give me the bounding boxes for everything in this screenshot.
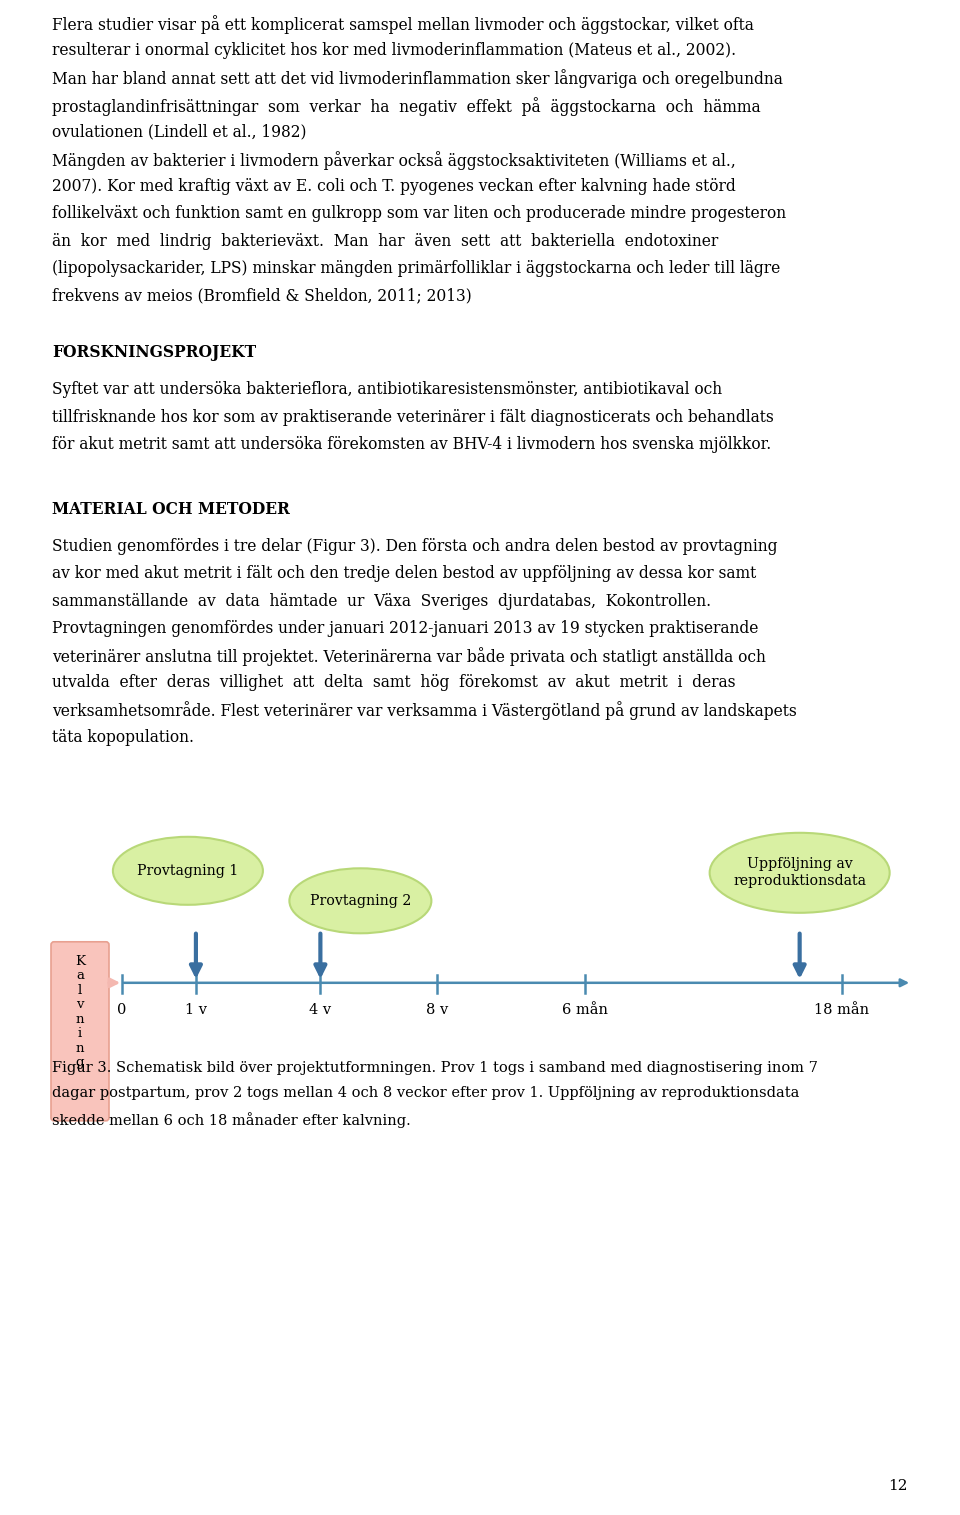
Text: Mängden av bakterier i livmodern påverkar också äggstocksaktiviteten (Williams e: Mängden av bakterier i livmodern påverka… [52, 152, 735, 170]
Text: 4 v: 4 v [309, 1003, 331, 1017]
Text: 12: 12 [889, 1479, 908, 1492]
Text: skedde mellan 6 och 18 månader efter kalvning.: skedde mellan 6 och 18 månader efter kal… [52, 1112, 411, 1127]
Text: verksamhetsområde. Flest veterinärer var verksamma i Västergötland på grund av l: verksamhetsområde. Flest veterinärer var… [52, 701, 797, 720]
Text: prostaglandinfrisättningar  som  verkar  ha  negativ  effekt  på  äggstockarna  : prostaglandinfrisättningar som verkar ha… [52, 97, 760, 115]
Text: 18 mån: 18 mån [814, 1003, 869, 1017]
Text: täta kopopulation.: täta kopopulation. [52, 729, 194, 745]
Ellipse shape [709, 833, 890, 914]
Text: Figur 3. Schematisk bild över projektutformningen. Prov 1 togs i samband med dia: Figur 3. Schematisk bild över projektutf… [52, 1060, 818, 1074]
Text: Studien genomfördes i tre delar (Figur 3). Den första och andra delen bestod av : Studien genomfördes i tre delar (Figur 3… [52, 538, 778, 554]
Text: Syftet var att undersöka bakterieflora, antibiotikaresistensmönster, antibiotika: Syftet var att undersöka bakterieflora, … [52, 382, 722, 398]
Text: Provtagning 1: Provtagning 1 [137, 864, 238, 877]
Text: 2007). Kor med kraftig växt av E. coli och T. pyogenes veckan efter kalvning had: 2007). Kor med kraftig växt av E. coli o… [52, 179, 735, 195]
Text: MATERIAL OCH METODER: MATERIAL OCH METODER [52, 501, 290, 518]
Text: 0: 0 [117, 1003, 127, 1017]
Text: sammanställande  av  data  hämtade  ur  Växa  Sveriges  djurdatabas,  Kokontroll: sammanställande av data hämtade ur Växa … [52, 592, 711, 609]
Text: K
a
l
v
n
i
n
g: K a l v n i n g [75, 954, 85, 1070]
Text: dagar postpartum, prov 2 togs mellan 4 och 8 veckor efter prov 1. Uppföljning av: dagar postpartum, prov 2 togs mellan 4 o… [52, 1086, 800, 1100]
Text: Uppföljning av
reproduktionsdata: Uppföljning av reproduktionsdata [733, 857, 866, 888]
Text: veterinärer anslutna till projektet. Veterinärerna var både privata och statligt: veterinärer anslutna till projektet. Vet… [52, 647, 766, 667]
Text: frekvens av meios (Bromfield & Sheldon, 2011; 2013): frekvens av meios (Bromfield & Sheldon, … [52, 286, 471, 305]
Text: 8 v: 8 v [426, 1003, 448, 1017]
Text: ovulationen (Lindell et al., 1982): ovulationen (Lindell et al., 1982) [52, 124, 306, 141]
Text: 6 mån: 6 mån [562, 1003, 608, 1017]
Text: för akut metrit samt att undersöka förekomsten av BHV-4 i livmodern hos svenska : för akut metrit samt att undersöka förek… [52, 436, 771, 453]
Text: resulterar i onormal cyklicitet hos kor med livmoderinflammation (Mateus et al.,: resulterar i onormal cyklicitet hos kor … [52, 42, 736, 59]
FancyBboxPatch shape [51, 942, 109, 1121]
Text: av kor med akut metrit i fält och den tredje delen bestod av uppföljning av dess: av kor med akut metrit i fält och den tr… [52, 565, 756, 582]
Text: tillfrisknande hos kor som av praktiserande veterinärer i fält diagnosticerats o: tillfrisknande hos kor som av praktisera… [52, 409, 774, 426]
Ellipse shape [113, 836, 263, 904]
Text: Man har bland annat sett att det vid livmoderinflammation sker långvariga och or: Man har bland annat sett att det vid liv… [52, 70, 782, 88]
Text: än  kor  med  lindrig  bakterieväxt.  Man  har  även  sett  att  bakteriella  en: än kor med lindrig bakterieväxt. Man har… [52, 233, 718, 250]
Text: Provtagning 2: Provtagning 2 [310, 894, 411, 907]
Text: Flera studier visar på ett komplicerat samspel mellan livmoder och äggstockar, v: Flera studier visar på ett komplicerat s… [52, 15, 754, 33]
Text: FORSKNINGSPROJEKT: FORSKNINGSPROJEKT [52, 344, 256, 361]
Text: (lipopolysackarider, LPS) minskar mängden primärfolliklar i äggstockarna och led: (lipopolysackarider, LPS) minskar mängde… [52, 259, 780, 277]
Text: Provtagningen genomfördes under januari 2012-januari 2013 av 19 stycken praktise: Provtagningen genomfördes under januari … [52, 620, 758, 636]
Text: utvalda  efter  deras  villighet  att  delta  samt  hög  förekomst  av  akut  me: utvalda efter deras villighet att delta … [52, 674, 735, 691]
Text: 1 v: 1 v [185, 1003, 207, 1017]
Ellipse shape [289, 868, 431, 933]
Text: follikelväxt och funktion samt en gulkropp som var liten och producerade mindre : follikelväxt och funktion samt en gulkro… [52, 206, 786, 223]
